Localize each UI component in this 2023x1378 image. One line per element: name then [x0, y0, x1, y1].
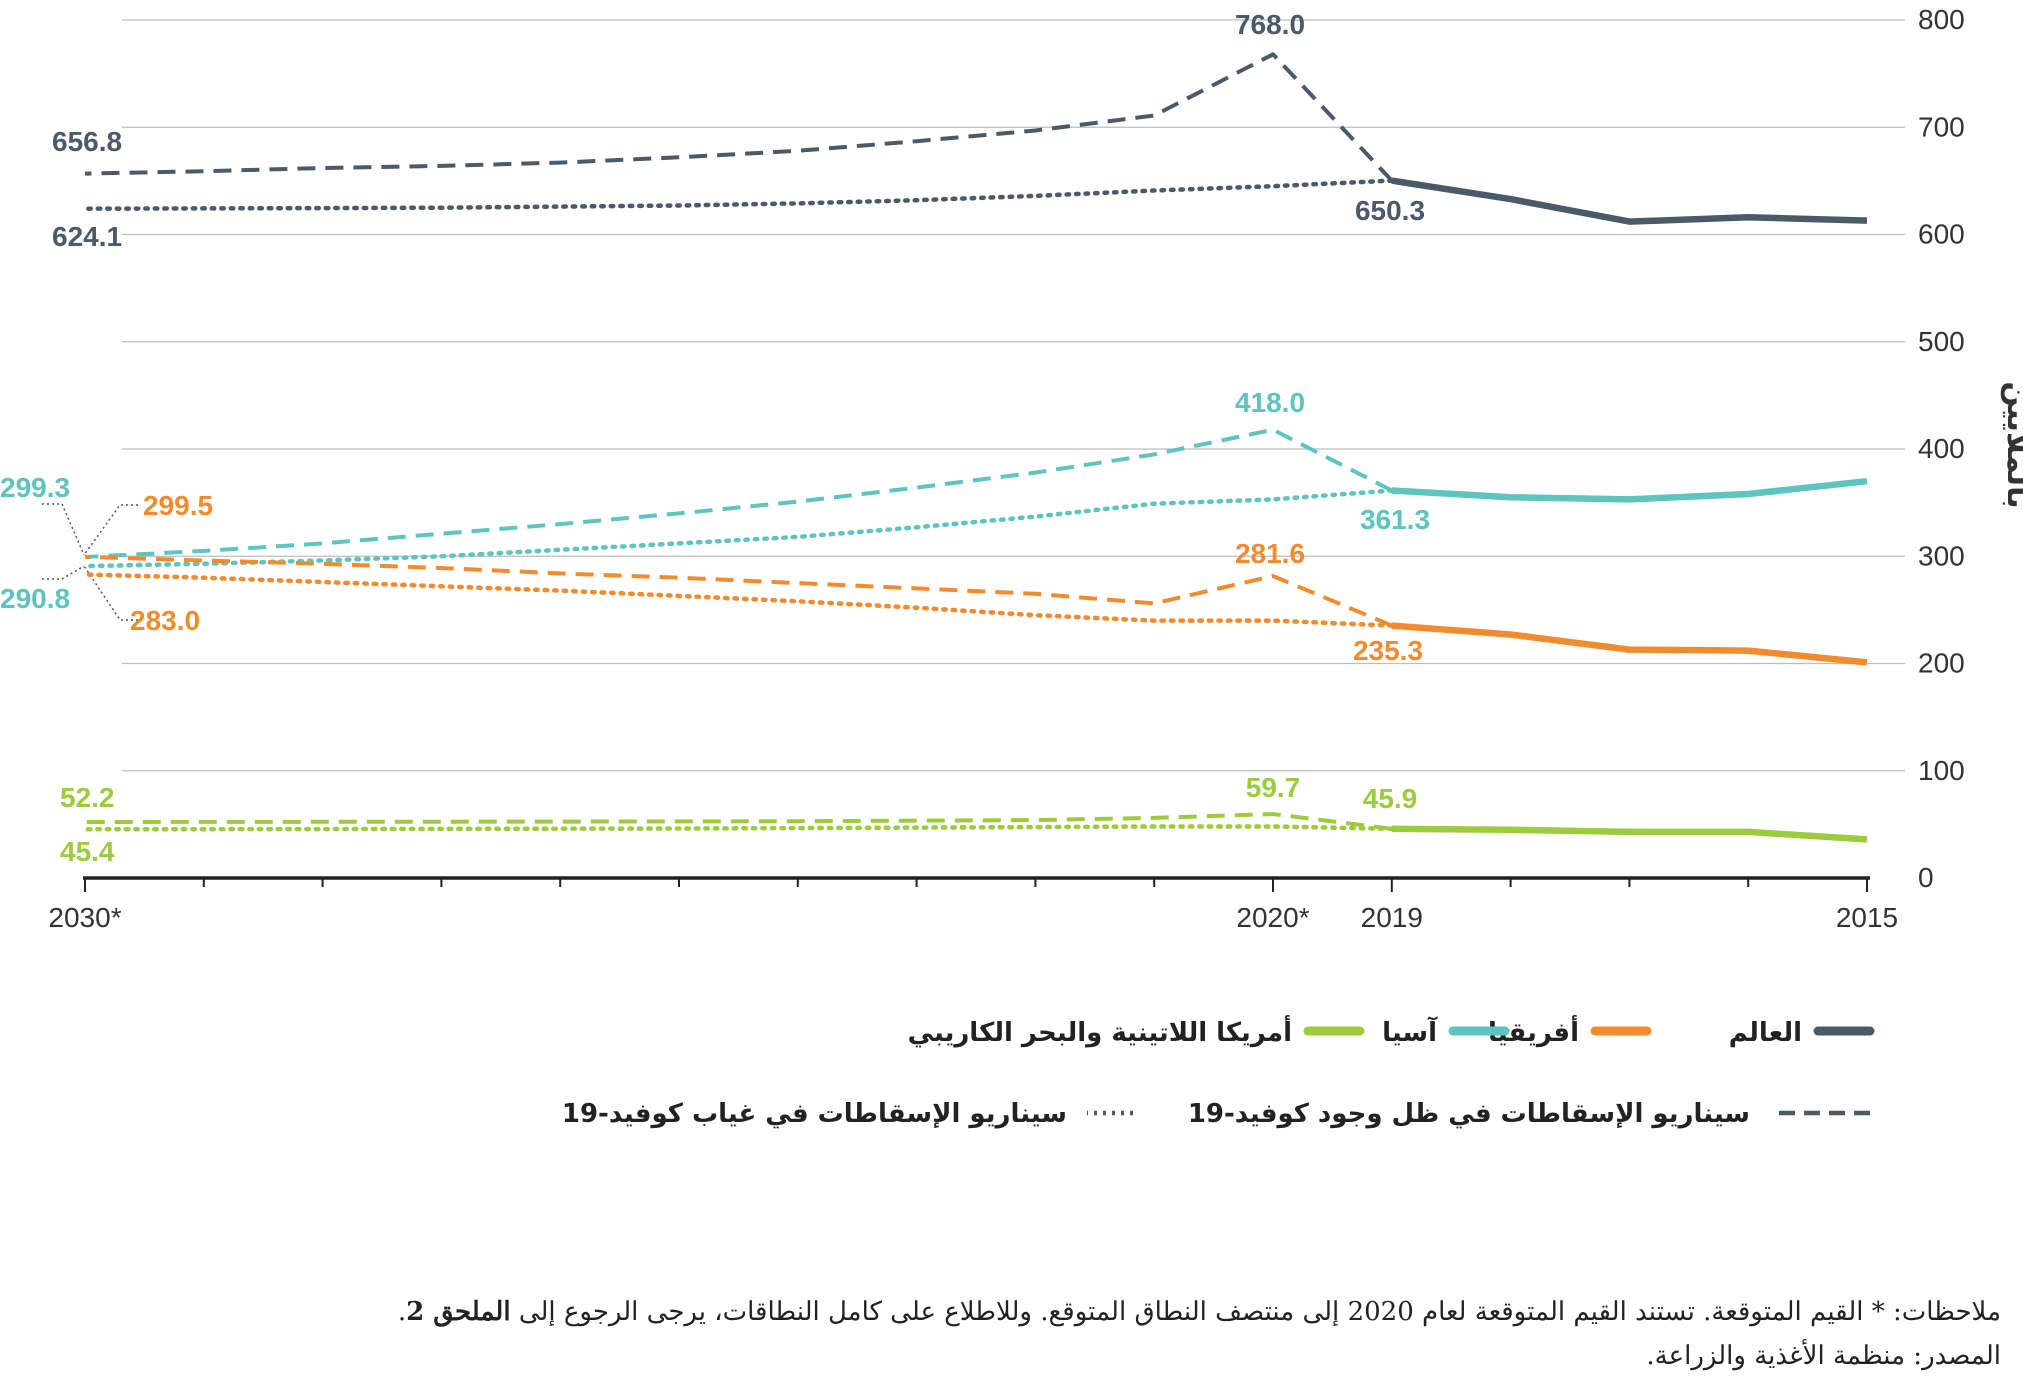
notes-text: ملاحظات: * القيم المتوقعة. تستند القيم ا…: [11, 1292, 2001, 1332]
data-label-africa-12: 283.0: [130, 605, 200, 636]
series-lines: [82, 52, 1868, 843]
y-tick-0: 0: [1918, 862, 1934, 893]
x-tick-2019: 2019: [1361, 902, 1423, 933]
data-label-asia-6: 361.3: [1360, 504, 1430, 535]
y-tick-200: 200: [1918, 648, 1965, 679]
data-label-world-1: 768.0: [1235, 9, 1305, 40]
data-label-africa-9: 281.6: [1235, 538, 1305, 569]
series-africa-dotted: [82, 572, 1395, 628]
notes-suffix: .: [397, 1297, 407, 1327]
connector-line-4: [83, 565, 138, 621]
y-tick-600: 600: [1918, 219, 1965, 250]
x-tick-2030: *2030: [48, 902, 121, 933]
y-axis-ticks: 0 100 200 300 400 500 600 700 800: [1918, 4, 1965, 893]
legend-label-dashed: سيناريو الإسقاطات في ظل وجود كوفيد-19: [1188, 1099, 1750, 1129]
legend-label-world: العالم: [1729, 1018, 1802, 1048]
data-label-asia-8: 290.8: [0, 583, 70, 614]
x-tick-2020: *2020: [1236, 902, 1309, 933]
series-world-dashed: [84, 52, 1394, 182]
gridlines: [122, 19, 1905, 772]
connector-line-3: [42, 565, 85, 580]
legend-label-latam: أمريكا اللاتينية والبحر الكاريبي: [908, 1015, 1292, 1048]
data-label-latam-14: 45.9: [1363, 783, 1418, 814]
data-label-world-4: 624.1: [52, 221, 122, 252]
data-label-asia-5: 418.0: [1235, 387, 1305, 418]
data-label-latam-15: 52.2: [60, 782, 115, 813]
y-tick-800: 800: [1918, 4, 1965, 35]
series-world-dotted: [82, 178, 1395, 211]
legend-label-dotted: سيناريو الإسقاطات في غياب كوفيد-19: [562, 1099, 1067, 1129]
series-asia-dotted: [82, 488, 1395, 569]
data-label-africa-11: 299.5: [143, 490, 213, 521]
data-labels: 768.0 650.3 656.8 624.1 418.0 361.3 299.3 290.8…: [0, 9, 1430, 867]
y-tick-500: 500: [1918, 326, 1965, 357]
data-label-world-3: 656.8: [52, 126, 122, 157]
data-label-latam-13: 59.7: [1246, 772, 1301, 803]
y-tick-100: 100: [1918, 755, 1965, 786]
series-africa-dashed: [84, 554, 1393, 628]
y-axis-label: بالملايين: [2000, 381, 2023, 508]
series-latam-dashed: [84, 812, 1393, 831]
series-asia-solid: [1391, 477, 1868, 503]
data-label-asia-7: 299.3: [0, 472, 70, 503]
series-world-solid: [1391, 177, 1868, 225]
x-axis: 2015 2019 *2020 *2030: [48, 876, 1898, 933]
connector-line-1: [42, 503, 85, 556]
y-tick-400: 400: [1918, 433, 1965, 464]
y-tick-300: 300: [1918, 540, 1965, 571]
series-asia-dashed: [84, 427, 1393, 559]
series-latam-solid: [1391, 825, 1868, 843]
source-text: المصدر: منظمة الأغذية والزراعة.: [1646, 1341, 2001, 1371]
data-label-latam-16: 45.4: [60, 836, 115, 867]
series-africa-solid: [1391, 622, 1868, 666]
notes-prefix: ملاحظات: * القيم المتوقعة. تستند القيم ا…: [518, 1297, 2001, 1327]
data-label-world-2: 650.3: [1355, 195, 1425, 226]
data-label-africa-10: 235.3: [1353, 635, 1423, 666]
label-connectors: [42, 503, 138, 621]
x-tick-2015: 2015: [1836, 902, 1898, 933]
annex-reference: الملحق 2: [406, 1297, 511, 1327]
legend-label-asia: آسيا: [1382, 1016, 1438, 1048]
connector-line-2: [83, 504, 138, 556]
y-tick-700: 700: [1918, 111, 1965, 142]
series-latam-dotted: [82, 824, 1395, 832]
